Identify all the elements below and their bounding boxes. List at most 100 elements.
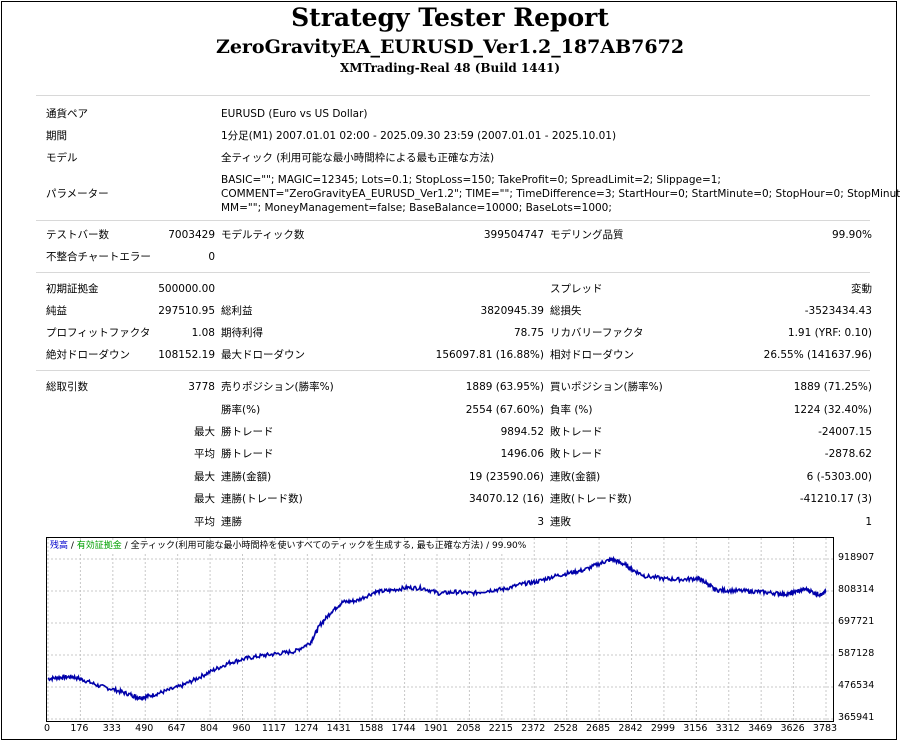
avg-label: 平均 [194,516,215,528]
x-tick-label: 2372 [521,723,546,734]
legend-model: 全ティック(利用可能な最小時間枠を使いすべてのティックを生成する, 最も正確な方… [130,541,484,551]
y-tick-label: 365941 [838,712,875,723]
x-tick-label: 1117 [261,723,286,734]
x-tick-label: 2058 [456,723,481,734]
consec-win-value: 3 [537,516,544,528]
consec-loss-amount-value: 6 (-5303.00) [806,471,872,483]
x-tick-label: 1588 [359,723,384,734]
x-tick-label: 3783 [812,723,838,734]
x-tick-label: 490 [135,723,154,734]
quality-value: 99.90% [831,229,872,241]
payoff-value: 78.75 [513,327,544,339]
ticks-value: 399504747 [483,229,544,241]
max-dd-value: 156097.81 (16.88%) [435,349,544,361]
x-tick-label: 647 [167,723,186,734]
balance-chart-svg [47,538,833,721]
x-tick-label: 2842 [618,723,643,734]
spread-label: スプレッド [550,283,603,295]
params-line-2: COMMENT="ZeroGravityEA_EURUSD_Ver1.2"; T… [221,188,900,200]
consec-win-amount-label: 連勝(金額) [221,471,272,483]
lossrate-label: 負率 (%) [550,404,593,416]
x-tick-label: 3312 [715,723,740,734]
net-label: 純益 [46,305,67,317]
consec-loss-label: 連敗 [550,516,571,528]
rel-dd-value: 26.55% (141637.96) [763,349,872,361]
short-label: 売りポジション(勝率%) [221,381,334,393]
consec-loss-amount-label: 連敗(金額) [550,471,601,483]
x-tick-label: 0 [43,723,51,734]
consec-loss-trades-value: -41210.17 (3) [799,493,872,505]
gross-profit-value: 3820945.39 [480,305,544,317]
y-tick-label: 808314 [838,584,875,595]
max-win-value: 9894.52 [500,426,544,438]
ticks-label: モデルティック数 [221,229,305,241]
avg-label: 平均 [194,448,215,460]
x-tick-label: 1274 [294,723,319,734]
rf-label: リカバリーファクタ [550,327,644,339]
balance-chart: 残高 / 有効証拠金 / 全ティック(利用可能な最小時間枠を使いすべてのティック… [46,537,834,722]
params-label: パラメーター [46,188,109,200]
model-value: 全ティック (利用可能な最小時間枠による最も正確な方法) [221,152,495,164]
model-label: モデル [46,152,78,164]
y-tick-label: 476534 [838,680,875,691]
y-tick-label: 918907 [838,552,875,563]
mismatch-value: 0 [208,251,215,263]
win-trade-label: 勝トレード [221,448,274,460]
y-tick-label: 587128 [838,648,875,659]
balance-line [47,555,827,702]
quality-label: モデリング品質 [550,229,624,241]
max-label: 最大 [194,471,215,483]
consec-win-trades-value: 34070.12 (16) [469,493,544,505]
gross-loss-value: -3523434.43 [804,305,872,317]
max-loss-value: -24007.15 [818,426,872,438]
params-line-3: MM=""; MoneyManagement=false; BaseBalanc… [221,202,612,214]
bars-label: テストバー数 [46,229,109,241]
period-label: 期間 [46,130,67,142]
chart-legend: 残高 / 有効証拠金 / 全ティック(利用可能な最小時間枠を使いすべてのティック… [50,540,530,552]
deposit-value: 500000.00 [158,283,215,295]
gross-profit-label: 総利益 [221,305,253,317]
trades-value: 3778 [188,381,215,393]
abs-dd-label: 絶対ドローダウン [46,349,130,361]
period-value: 1分足(M1) 2007.01.01 02:00 - 2025.09.30 23… [221,130,617,142]
separator [36,220,870,221]
server-build: XMTrading-Real 48 (Build 1441) [339,61,561,75]
symbol-value: EURUSD (Euro vs US Dollar) [221,108,368,120]
legend-quality: 99.90% [492,541,527,551]
legend-separator: / [483,541,493,551]
long-value: 1889 (71.25%) [793,381,872,393]
winrate-label: 勝率(%) [221,404,261,416]
x-tick-label: 2215 [488,723,513,734]
max-dd-label: 最大ドローダウン [221,349,305,361]
separator [36,272,870,273]
x-tick-label: 2528 [553,723,578,734]
payoff-label: 期待利得 [221,327,263,339]
x-tick-label: 1901 [423,723,449,734]
consec-loss-value: 1 [865,516,872,528]
y-tick-label: 697721 [838,616,875,627]
x-tick-label: 1431 [326,723,351,734]
x-tick-label: 3156 [683,723,708,734]
consec-win-trades-label: 連勝(トレード数) [221,493,303,505]
x-tick-label: 333 [102,723,121,734]
lossrate-value: 1224 (32.40%) [793,404,872,416]
legend-balance: 残高 [50,541,69,551]
avg-win-value: 1496.06 [500,448,544,460]
x-tick-label: 3469 [748,723,773,734]
trades-label: 総取引数 [46,381,88,393]
max-label: 最大 [194,426,215,438]
params-line-1: BASIC=""; MAGIC=12345; Lots=0.1; StopLos… [221,174,721,186]
ea-name: ZeroGravityEA_EURUSD_Ver1.2_187AB7672 [215,36,685,58]
x-tick-label: 176 [70,723,89,734]
winrate-value: 2554 (67.60%) [465,404,544,416]
report-title: Strategy Tester Report [291,3,609,32]
rel-dd-label: 相対ドローダウン [550,349,634,361]
long-label: 買いポジション(勝率%) [550,381,663,393]
pf-label: プロフィットファクタ [46,327,151,339]
deposit-label: 初期証拠金 [46,283,99,295]
win-trade-label: 勝トレード [221,426,274,438]
loss-trade-label: 敗トレード [550,426,603,438]
x-tick-label: 960 [232,723,251,734]
x-tick-label: 1744 [391,723,416,734]
